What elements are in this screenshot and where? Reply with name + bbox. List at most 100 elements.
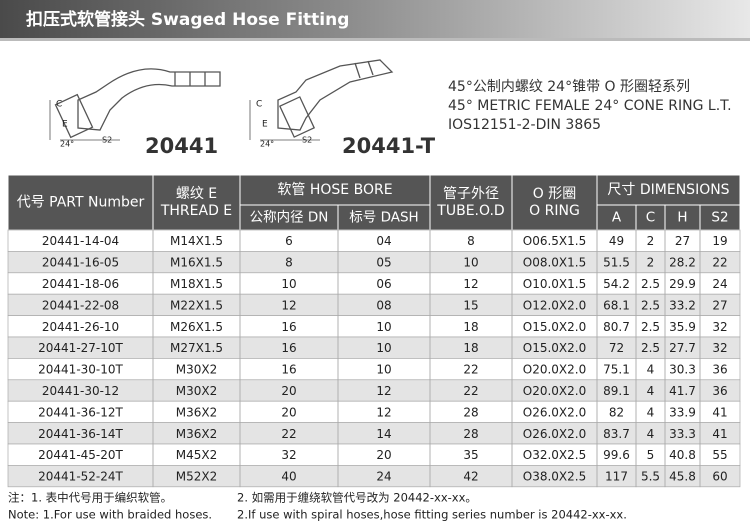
cell-text: 99.6 bbox=[603, 448, 630, 462]
fitting-drawing bbox=[49, 68, 221, 141]
cell-text: 2 bbox=[647, 234, 655, 248]
cell-text: 19 bbox=[712, 234, 727, 248]
cell-text: 28.2 bbox=[669, 256, 696, 270]
header-text: 尺寸 DIMENSIONS bbox=[607, 182, 729, 198]
cell-text: O10.0X1.5 bbox=[523, 277, 586, 291]
cell-text: M30X2 bbox=[176, 384, 217, 398]
dim-label: 24° bbox=[60, 140, 74, 149]
cell-text: M45X2 bbox=[176, 448, 217, 462]
cell-text: 28 bbox=[463, 427, 478, 441]
table-row bbox=[8, 315, 740, 337]
table-row bbox=[8, 358, 740, 380]
header-text: S2 bbox=[711, 210, 728, 226]
cell-text: 4 bbox=[647, 384, 655, 398]
cell-text: O20.0X2.0 bbox=[523, 384, 586, 398]
cell-text: 20 bbox=[281, 384, 296, 398]
cell-text: 40.8 bbox=[669, 448, 696, 462]
cell-text: 72 bbox=[609, 341, 624, 355]
cell-text: M26X1.5 bbox=[170, 320, 223, 334]
cell-text: 33.9 bbox=[669, 405, 696, 419]
cell-text: 55 bbox=[712, 448, 727, 462]
cell-text: 15 bbox=[463, 298, 478, 312]
cell-text: M22X1.5 bbox=[170, 298, 223, 312]
header-text: 代号 PART Number bbox=[17, 195, 145, 211]
cell-text: 20441-30-10T bbox=[38, 363, 123, 377]
cell-text: O12.0X2.0 bbox=[523, 298, 586, 312]
cell-text: M16X1.5 bbox=[170, 256, 223, 270]
header-text: O RING bbox=[529, 203, 580, 219]
cell-text: 2.5 bbox=[641, 320, 660, 334]
cell-text: 20441-27-10T bbox=[38, 341, 123, 355]
cell-text: 49 bbox=[609, 234, 624, 248]
dim-label: 24° bbox=[260, 140, 274, 149]
table-header bbox=[8, 175, 740, 230]
cell-text: 10 bbox=[463, 256, 478, 270]
cell-text: M36X2 bbox=[176, 427, 217, 441]
cell-text: 41 bbox=[712, 427, 727, 441]
cell-text: 10 bbox=[281, 277, 296, 291]
cell-text: 18 bbox=[463, 320, 478, 334]
table-row bbox=[8, 230, 740, 252]
cell-text: 8 bbox=[467, 234, 475, 248]
cell-text: 24 bbox=[376, 470, 391, 484]
header-bar bbox=[0, 0, 750, 38]
cell-text: 117 bbox=[605, 470, 628, 484]
cell-text: 35.9 bbox=[669, 320, 696, 334]
cell-text: O15.0X2.0 bbox=[523, 320, 586, 334]
note: 注：1. 表中代号用于编织软管。 bbox=[8, 491, 172, 505]
cell-text: 16 bbox=[281, 363, 296, 377]
cell-text: 20441-52-24T bbox=[38, 470, 123, 484]
cell-text: 45.8 bbox=[669, 470, 696, 484]
cell-text: 33.3 bbox=[669, 427, 696, 441]
cell-text: M27X1.5 bbox=[170, 341, 223, 355]
cell-text: 10 bbox=[376, 341, 391, 355]
note: 2. 如需用于缠绕软管代号改为 20442-xx-xx。 bbox=[237, 491, 477, 505]
cell-text: 08 bbox=[376, 298, 391, 312]
cell-text: 20441-14-04 bbox=[42, 234, 119, 248]
cell-text: 27 bbox=[712, 298, 727, 312]
cell-text: M36X2 bbox=[176, 405, 217, 419]
table-row bbox=[8, 251, 740, 273]
table-row bbox=[8, 294, 740, 316]
cell-text: 2.5 bbox=[641, 298, 660, 312]
cell-text: 12 bbox=[376, 405, 391, 419]
cell-text: 36 bbox=[712, 384, 727, 398]
fitting-drawing bbox=[249, 59, 394, 141]
cell-text: 33.2 bbox=[669, 298, 696, 312]
cell-text: 20441-45-20T bbox=[38, 448, 123, 462]
header-text: THREAD E bbox=[160, 203, 232, 219]
table-row bbox=[8, 444, 740, 466]
dim-label: S2 bbox=[302, 136, 312, 145]
cell-text: 12 bbox=[376, 384, 391, 398]
cell-text: 75.1 bbox=[603, 363, 630, 377]
header-text: 公称内径 DN bbox=[250, 210, 329, 226]
cell-text: 32 bbox=[712, 341, 727, 355]
cell-text: 2 bbox=[647, 256, 655, 270]
description-line: 45°公制内螺纹 24°锥带 O 形圈轻系列 bbox=[448, 79, 690, 95]
cell-text: 68.1 bbox=[603, 298, 630, 312]
cell-text: 35 bbox=[463, 448, 478, 462]
table-row bbox=[8, 465, 740, 487]
cell-text: 20441-16-05 bbox=[42, 256, 119, 270]
cell-text: M18X1.5 bbox=[170, 277, 223, 291]
cell-text: 27 bbox=[675, 234, 690, 248]
cell-text: 10 bbox=[376, 320, 391, 334]
table-row bbox=[8, 401, 740, 423]
description-line: 45° METRIC FEMALE 24° CONE RING L.T. bbox=[448, 98, 732, 114]
cell-text: 20441-36-14T bbox=[38, 427, 123, 441]
cell-text: 80.7 bbox=[603, 320, 630, 334]
dim-label: S2 bbox=[102, 136, 112, 145]
cell-text: O26.0X2.0 bbox=[523, 405, 586, 419]
cell-text: 04 bbox=[376, 234, 391, 248]
cell-text: 20441-18-06 bbox=[42, 277, 119, 291]
cell-text: 20 bbox=[281, 405, 296, 419]
header-text: O 形圈 bbox=[533, 186, 576, 202]
cell-text: 4 bbox=[647, 427, 655, 441]
cell-text: M52X2 bbox=[176, 470, 217, 484]
product-label: 20441-T bbox=[342, 134, 436, 158]
dim-label: E bbox=[62, 120, 68, 130]
description-line: IOS12151-2-DIN 3865 bbox=[448, 117, 601, 133]
header-text: A bbox=[612, 210, 622, 226]
